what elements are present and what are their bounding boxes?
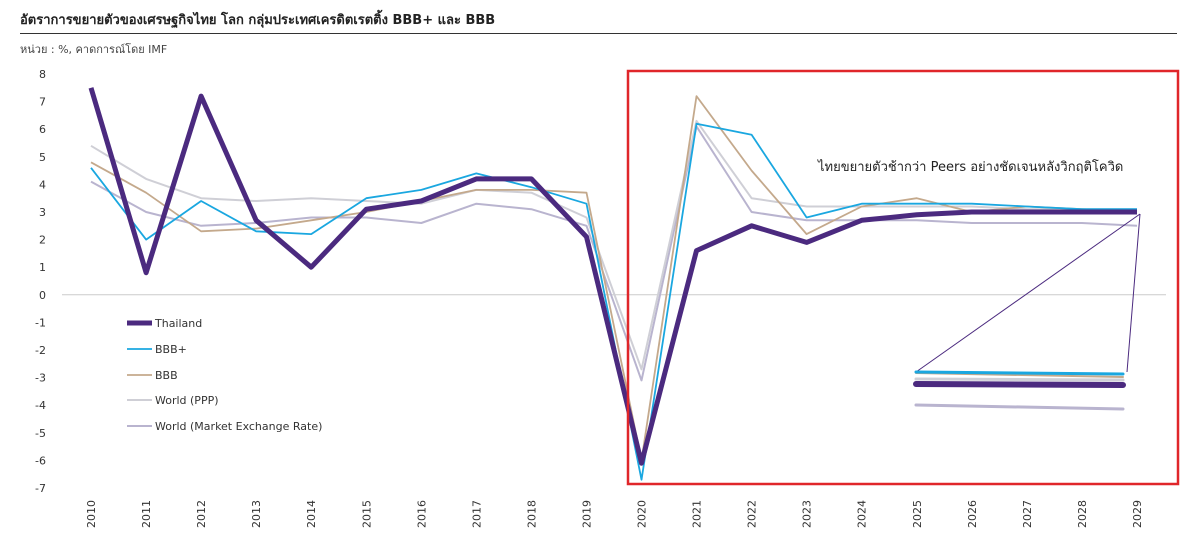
y-tick-label: 3	[39, 206, 46, 219]
y-tick-label: -4	[35, 399, 46, 412]
y-tick-label: -2	[35, 344, 46, 357]
zoom-series-line	[914, 403, 1125, 411]
x-tick-label: 2013	[250, 500, 263, 528]
annotation-text: ไทยขยายตัวช้ากว่า Peers อย่างชัดเจนหลังว…	[817, 159, 1123, 175]
legend-label: Thailand	[154, 317, 202, 330]
legend-label: World (PPP)	[155, 394, 219, 407]
x-tick-label: 2019	[580, 500, 593, 528]
x-tick-label: 2028	[1076, 500, 1089, 528]
x-tick-label: 2016	[415, 500, 428, 528]
zoom-series-line	[914, 370, 1125, 376]
zoom-series-line	[914, 377, 1125, 382]
y-tick-label: -7	[35, 482, 46, 495]
zoom-lines	[913, 370, 1126, 411]
y-tick-label: 2	[39, 234, 46, 247]
x-tick-label: 2018	[525, 500, 538, 528]
legend: Thailand BBB+ BBB World (PPP) World (Market …	[127, 317, 322, 433]
series-line	[88, 87, 1137, 466]
x-tick-label: 2022	[746, 500, 759, 528]
callout-line-left	[915, 213, 1141, 373]
y-tick-label: 6	[39, 123, 46, 136]
x-tick-label: 2012	[195, 500, 208, 528]
x-tick-label: 2021	[691, 500, 704, 528]
y-axis-ticks: 8 7 6 5 4 3 2 1 0 -1 -2 -3 -4 -5 -6 -7	[35, 68, 46, 495]
chart-subtitle: หน่วย : %, คาดการณ์โดย IMF	[20, 43, 168, 56]
x-tick-label: 2015	[360, 500, 373, 528]
series-line	[90, 125, 1138, 382]
x-tick-label: 2020	[636, 500, 649, 528]
y-tick-label: 7	[39, 96, 46, 109]
x-tick-label: 2026	[966, 500, 979, 528]
title-divider	[20, 33, 1177, 34]
legend-label: BBB+	[155, 343, 187, 356]
x-tick-label: 2014	[305, 500, 318, 528]
y-tick-label: 0	[39, 289, 46, 302]
x-tick-label: 2023	[801, 500, 814, 528]
x-tick-label: 2027	[1021, 500, 1034, 528]
x-tick-label: 2024	[856, 500, 869, 528]
x-axis-ticks: 2010 2011 2012 2013 2014 2015 2016 2017 2018 2019…	[85, 500, 1144, 528]
x-tick-label: 2010	[85, 500, 98, 528]
y-tick-label: 8	[39, 68, 46, 81]
y-tick-label: 1	[39, 261, 46, 274]
y-tick-label: -3	[35, 372, 46, 385]
y-tick-label: -6	[35, 454, 46, 467]
legend-label: BBB	[155, 369, 178, 382]
callout-line-right	[1126, 213, 1141, 373]
zoom-series-line	[913, 381, 1126, 388]
y-tick-label: 5	[39, 151, 46, 164]
x-tick-label: 2011	[140, 500, 153, 528]
x-tick-label: 2029	[1131, 500, 1144, 528]
highlight-box	[626, 69, 1180, 486]
y-tick-label: -5	[35, 427, 46, 440]
x-tick-label: 2017	[470, 500, 483, 528]
y-tick-label: 4	[39, 178, 46, 191]
y-tick-label: -1	[35, 316, 46, 329]
chart-title: อัตราการขยายตัวของเศรษฐกิจไทย โลก กลุ่มป…	[20, 13, 496, 28]
series-lines	[88, 87, 1138, 481]
legend-label: World (Market Exchange Rate)	[155, 420, 322, 433]
series-line	[90, 119, 1137, 371]
x-tick-label: 2025	[911, 500, 924, 528]
